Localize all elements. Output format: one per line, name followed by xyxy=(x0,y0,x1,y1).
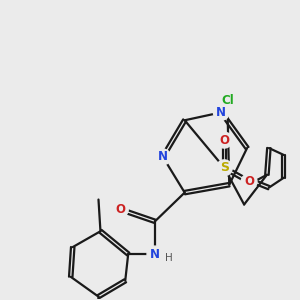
Text: H: H xyxy=(165,253,172,263)
Circle shape xyxy=(112,202,128,218)
Text: Cl: Cl xyxy=(221,94,234,107)
Circle shape xyxy=(216,160,232,176)
Text: O: O xyxy=(219,134,229,147)
Circle shape xyxy=(213,104,229,120)
Text: O: O xyxy=(115,203,125,216)
Circle shape xyxy=(155,149,171,165)
Text: N: N xyxy=(216,106,226,119)
Circle shape xyxy=(147,246,163,262)
Text: N: N xyxy=(158,150,168,164)
Circle shape xyxy=(216,132,232,148)
Circle shape xyxy=(218,91,237,110)
Circle shape xyxy=(241,174,257,190)
Text: N: N xyxy=(150,248,160,260)
Text: S: S xyxy=(220,161,229,174)
Text: O: O xyxy=(244,175,254,188)
